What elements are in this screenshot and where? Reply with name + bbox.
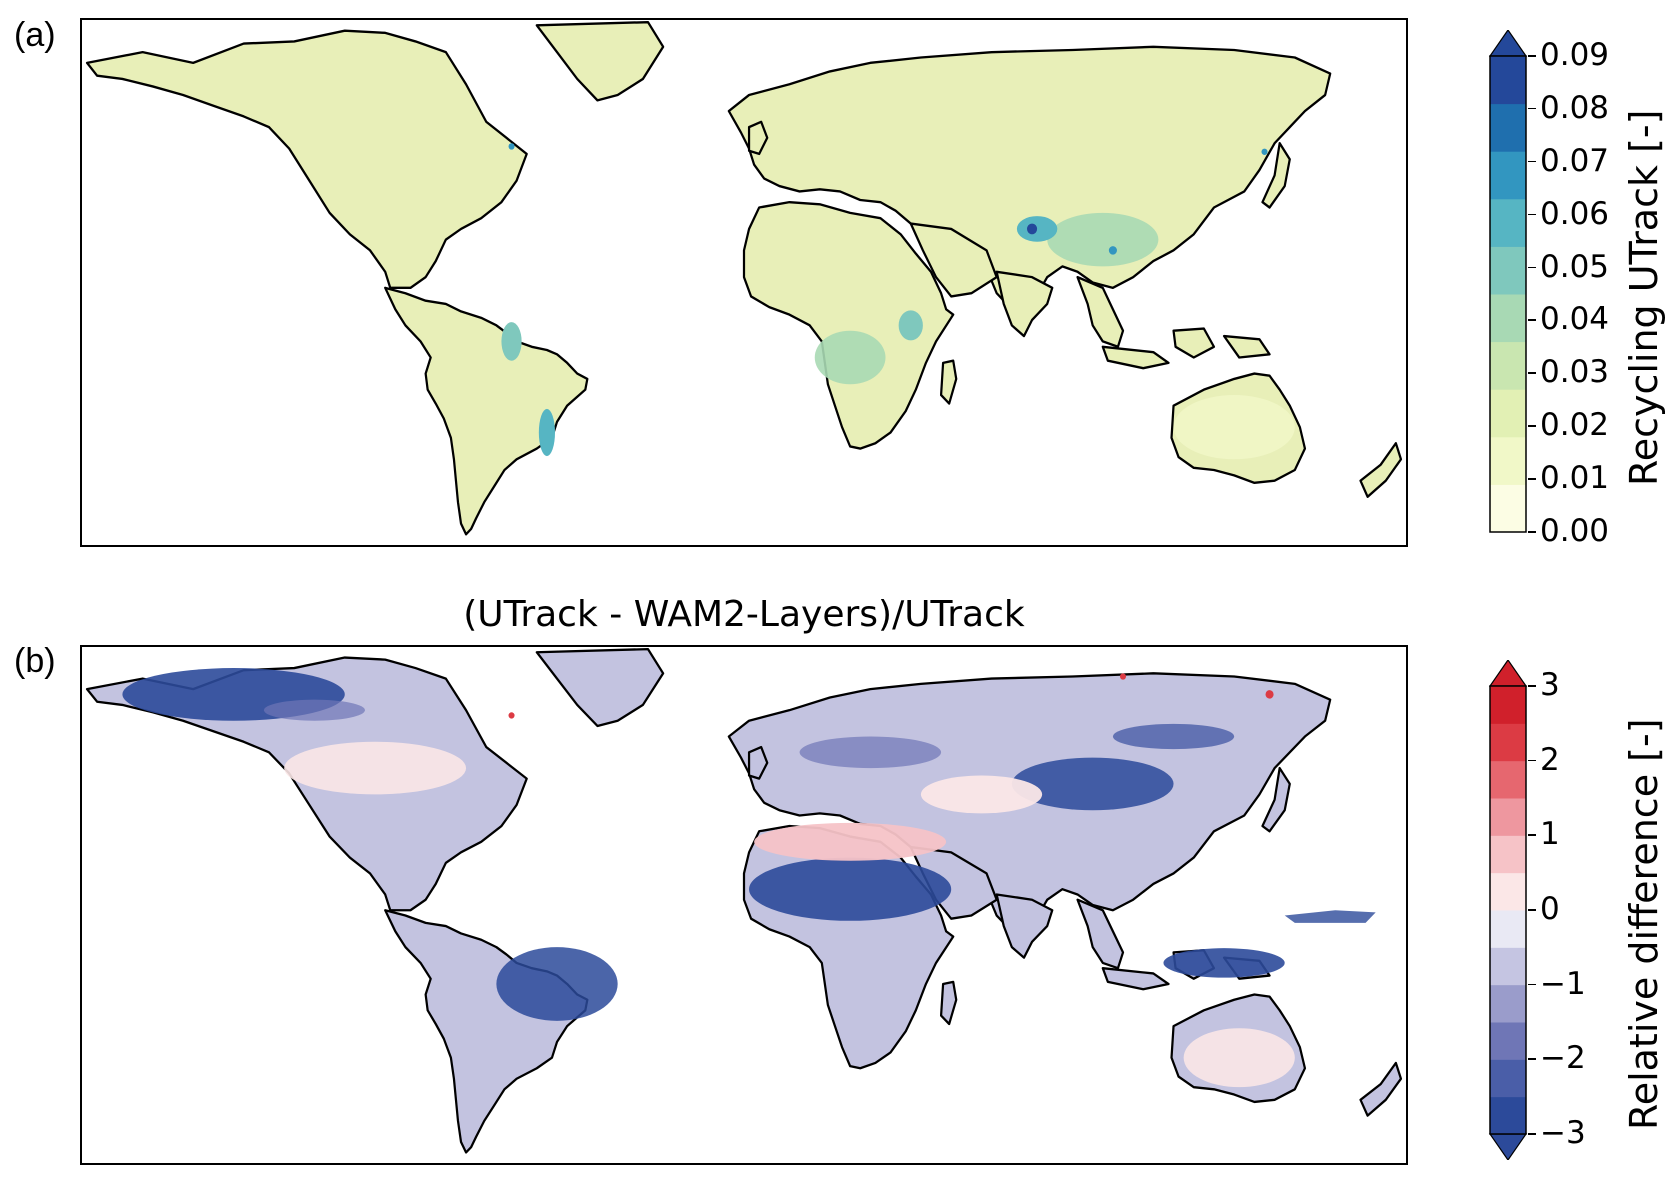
colorbar-band bbox=[1490, 484, 1526, 533]
colorbar-band bbox=[1490, 872, 1526, 911]
colorbar-b-extend-max bbox=[1488, 660, 1528, 687]
colorbar-tick-mark bbox=[1528, 478, 1536, 480]
colorbar-tick-label: −1 bbox=[1540, 965, 1586, 1002]
colorbar-band bbox=[1490, 798, 1526, 836]
hotspots-a bbox=[501, 143, 1295, 460]
colorbar-tick-label: 0.01 bbox=[1540, 460, 1610, 497]
colorbar-band bbox=[1490, 56, 1526, 105]
colorbar-tick-label: −2 bbox=[1540, 1040, 1586, 1077]
colorbar-b bbox=[1488, 660, 1528, 1160]
colorbar-tick-label: 0.00 bbox=[1540, 513, 1610, 549]
colorbar-tick-label: 0.07 bbox=[1540, 142, 1610, 179]
colorbar-band bbox=[1490, 984, 1526, 1023]
colorbar-tick-mark bbox=[1528, 213, 1536, 216]
colorbar-band bbox=[1490, 151, 1526, 200]
panel-b-label: (b) bbox=[14, 642, 56, 680]
colorbar-tick-mark bbox=[1528, 107, 1536, 110]
colorbar-tick-mark bbox=[1528, 425, 1536, 427]
colorbar-band bbox=[1490, 910, 1526, 948]
colorbar-band bbox=[1490, 947, 1526, 986]
colorbar-band bbox=[1490, 1059, 1526, 1098]
colorbar-a-title: Recycling UTrack [-] bbox=[1622, 109, 1666, 486]
colorbar-band bbox=[1490, 835, 1526, 874]
panel-a-map bbox=[80, 18, 1408, 547]
world-map-b bbox=[85, 647, 1403, 1154]
colorbar-b-extend-min bbox=[1488, 1133, 1528, 1160]
panel-b-title: (UTrack - WAM2-Layers)/UTrack bbox=[463, 594, 1025, 635]
colorbar-tick-mark bbox=[1528, 1058, 1536, 1060]
colorbar-band bbox=[1490, 760, 1526, 799]
colorbar-tick-mark bbox=[1528, 983, 1536, 986]
colorbar-tick-label: 0 bbox=[1540, 891, 1560, 927]
colorbar-band bbox=[1490, 436, 1526, 485]
colorbar-tick-label: 0.09 bbox=[1540, 37, 1610, 73]
colorbar-b-bands bbox=[1490, 686, 1526, 1135]
colorbar-a-bands bbox=[1490, 56, 1526, 533]
continents-a bbox=[85, 20, 1403, 536]
colorbar-band bbox=[1490, 686, 1526, 724]
colorbar-tick-label: 0.04 bbox=[1540, 301, 1610, 338]
world-map-a bbox=[85, 20, 1403, 536]
colorbar-tick-label: 1 bbox=[1540, 816, 1560, 853]
colorbar-tick-label: 0.05 bbox=[1540, 248, 1610, 285]
colorbar-tick-label: −3 bbox=[1540, 1115, 1586, 1151]
colorbar-tick-mark bbox=[1528, 834, 1536, 836]
colorbar-tick-mark bbox=[1528, 55, 1536, 57]
colorbar-tick-mark bbox=[1528, 759, 1536, 762]
colorbar-band bbox=[1490, 294, 1526, 343]
difference-patterns-b bbox=[122, 668, 1376, 1088]
colorbar-band bbox=[1490, 198, 1526, 247]
colorbar-a-outline bbox=[1489, 55, 1527, 533]
colorbar-tick-label: 0.02 bbox=[1540, 407, 1610, 444]
colorbar-tick-label: 0.08 bbox=[1540, 89, 1610, 126]
colorbar-tick-mark bbox=[1528, 531, 1536, 533]
colorbar-tick-mark bbox=[1528, 319, 1536, 321]
colorbar-band bbox=[1490, 1022, 1526, 1060]
colorbar-tick-label: 3 bbox=[1540, 667, 1560, 703]
colorbar-tick-label: 2 bbox=[1540, 741, 1560, 778]
colorbar-b-svg bbox=[1488, 660, 1528, 1160]
colorbar-tick-mark bbox=[1528, 909, 1536, 911]
panel-b-map bbox=[80, 645, 1408, 1165]
colorbar-band bbox=[1490, 103, 1526, 152]
colorbar-tick-mark bbox=[1528, 372, 1536, 374]
colorbar-tick-mark bbox=[1528, 1133, 1536, 1135]
colorbar-a-extend-max bbox=[1488, 30, 1528, 57]
colorbar-a bbox=[1488, 30, 1528, 534]
colorbar-b-outline bbox=[1489, 685, 1527, 1135]
colorbar-band bbox=[1490, 341, 1526, 390]
colorbar-b-title: Relative difference [-] bbox=[1622, 718, 1666, 1130]
colorbar-a-svg bbox=[1488, 30, 1528, 533]
colorbar-band bbox=[1490, 1096, 1526, 1135]
colorbar-tick-mark bbox=[1528, 685, 1536, 687]
panel-a-label: (a) bbox=[14, 16, 56, 54]
colorbar-band bbox=[1490, 389, 1526, 438]
colorbar-tick-label: 0.06 bbox=[1540, 195, 1610, 232]
colorbar-band bbox=[1490, 246, 1526, 295]
colorbar-tick-mark bbox=[1528, 160, 1536, 163]
colorbar-tick-label: 0.03 bbox=[1540, 354, 1610, 391]
colorbar-band bbox=[1490, 723, 1526, 762]
colorbar-tick-mark bbox=[1528, 266, 1536, 269]
